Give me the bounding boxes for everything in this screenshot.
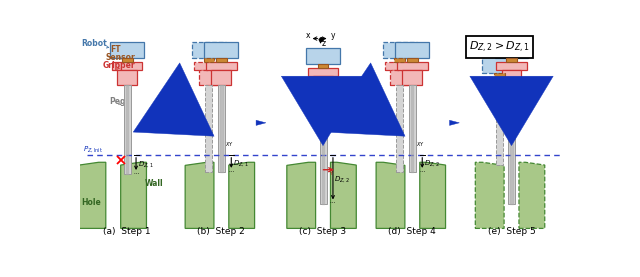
Polygon shape: [287, 162, 316, 229]
Polygon shape: [158, 120, 168, 125]
Bar: [397, 61, 428, 70]
Text: (c)  Step 3: (c) Step 3: [300, 227, 347, 236]
Text: z: z: [321, 39, 326, 48]
Text: Gripper: Gripper: [103, 61, 136, 70]
Polygon shape: [229, 162, 255, 229]
Text: Wall: Wall: [145, 179, 163, 188]
Text: $D_{Z,1}$: $D_{Z,1}$: [233, 158, 249, 168]
Bar: [313, 76, 333, 91]
Polygon shape: [330, 162, 356, 229]
Bar: [383, 42, 417, 58]
Polygon shape: [185, 162, 214, 229]
Text: (b)  Step 2: (b) Step 2: [198, 227, 245, 236]
Bar: [204, 58, 214, 61]
Text: $D_{XY}$: $D_{XY}$: [411, 139, 425, 149]
Bar: [205, 85, 212, 172]
Bar: [396, 42, 429, 58]
Bar: [495, 100, 502, 165]
Text: $D_{Z,1}$: $D_{Z,1}$: [138, 159, 154, 169]
Polygon shape: [256, 120, 266, 125]
Bar: [206, 61, 237, 70]
Text: x: x: [306, 31, 310, 40]
Bar: [211, 70, 231, 85]
Text: FT: FT: [110, 45, 120, 55]
Bar: [484, 76, 515, 85]
Bar: [489, 85, 509, 100]
Text: $F_Y$: $F_Y$: [325, 168, 334, 178]
Polygon shape: [77, 162, 106, 229]
Text: $D_{XY}$: $D_{XY}$: [220, 139, 234, 149]
Bar: [396, 85, 403, 172]
Bar: [308, 68, 339, 76]
Text: Hole: Hole: [81, 198, 100, 207]
Bar: [493, 73, 504, 76]
Bar: [403, 70, 422, 85]
Bar: [306, 48, 340, 64]
Bar: [124, 85, 131, 174]
Text: $D_{Z,2}$: $D_{Z,2}$: [424, 158, 440, 168]
Bar: [506, 58, 517, 61]
Text: (a)  Step 1: (a) Step 1: [103, 227, 151, 236]
Bar: [216, 58, 227, 61]
Bar: [122, 58, 132, 61]
Polygon shape: [519, 162, 545, 229]
Bar: [192, 42, 226, 58]
Text: $D_{Z,2}$: $D_{Z,2}$: [335, 174, 350, 184]
Bar: [483, 57, 516, 73]
Text: Peg: Peg: [109, 97, 125, 106]
Polygon shape: [449, 120, 460, 125]
Bar: [117, 70, 137, 85]
Bar: [319, 91, 326, 204]
Bar: [495, 42, 529, 58]
Bar: [407, 58, 418, 61]
Polygon shape: [352, 120, 362, 125]
Bar: [112, 61, 143, 70]
Bar: [409, 85, 416, 172]
Bar: [218, 85, 225, 172]
Text: $P_{Z,\rm Init}$: $P_{Z,\rm Init}$: [83, 144, 103, 154]
Text: (d)  Step 4: (d) Step 4: [388, 227, 436, 236]
Text: $D_{Z,2} > D_{Z,1}$: $D_{Z,2} > D_{Z,1}$: [468, 40, 529, 55]
Polygon shape: [476, 162, 504, 229]
Bar: [205, 42, 238, 58]
Bar: [199, 70, 219, 85]
Bar: [385, 61, 415, 70]
Bar: [110, 42, 144, 58]
Bar: [508, 85, 515, 204]
Bar: [317, 64, 328, 68]
Text: Robot: Robot: [81, 39, 107, 48]
Bar: [496, 61, 527, 70]
Polygon shape: [420, 162, 445, 229]
Bar: [193, 61, 225, 70]
Polygon shape: [376, 162, 405, 229]
Bar: [502, 70, 522, 85]
Bar: [394, 58, 405, 61]
Text: Sensor: Sensor: [106, 53, 136, 62]
Text: (e)  Step 5: (e) Step 5: [488, 227, 536, 236]
Polygon shape: [121, 162, 147, 229]
Bar: [390, 70, 410, 85]
Text: y: y: [330, 31, 335, 40]
